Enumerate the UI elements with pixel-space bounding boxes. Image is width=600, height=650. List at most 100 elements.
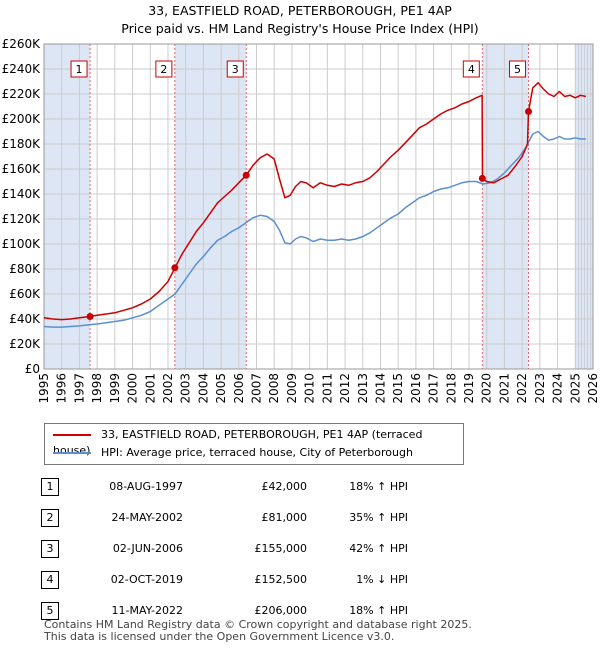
x-tick-label: 2019	[462, 373, 476, 404]
sale-point	[242, 171, 250, 179]
legend: 33, EASTFIELD ROAD, PETERBOROUGH, PE1 4A…	[44, 423, 464, 465]
shaded-band	[175, 44, 246, 369]
sale-hpi-delta: 18% ↑ HPI	[349, 604, 408, 617]
x-tick-label: 2014	[373, 373, 387, 404]
x-tick-label: 2015	[391, 373, 405, 404]
x-tick-label: 2013	[356, 373, 370, 404]
plot-frame	[43, 43, 594, 370]
chart-subtitle: Price paid vs. HM Land Registry's House …	[121, 21, 479, 36]
y-tick-label: £100K	[2, 237, 42, 251]
price-paid-line	[43, 82, 587, 321]
y-tick-label: £260K	[2, 37, 42, 51]
sale-date: 02-OCT-2019	[110, 573, 183, 586]
sale-number-box	[226, 60, 244, 78]
x-tick-label: 2008	[267, 373, 281, 404]
x-tick-label: 1997	[72, 373, 86, 404]
sale-number-label: 2	[160, 63, 167, 76]
x-tick-label: 2012	[338, 373, 352, 404]
x-tick-label: 2017	[427, 373, 441, 404]
sale-hpi-delta: 35% ↑ HPI	[349, 511, 408, 524]
sale-badge: 5	[41, 601, 59, 620]
footer-copyright: Contains HM Land Registry data © Crown c…	[44, 618, 472, 631]
sale-point	[478, 174, 486, 182]
x-tick-label: 1996	[55, 373, 69, 404]
chart-title: 33, EASTFIELD ROAD, PETERBOROUGH, PE1 4A…	[148, 3, 452, 18]
y-tick-label: £240K	[2, 62, 42, 76]
sale-number-label: 5	[514, 63, 521, 76]
x-tick-label: 2002	[161, 373, 175, 404]
sale-hpi-delta: 42% ↑ HPI	[349, 542, 408, 555]
x-tick-label: 2025	[568, 373, 582, 404]
x-tick-label: 2001	[143, 373, 157, 404]
sale-badge: 2	[41, 508, 59, 527]
footer: Contains HM Land Registry data © Crown c…	[44, 619, 472, 643]
legend-item-price: 33, EASTFIELD ROAD, PETERBOROUGH, PE1 4A…	[53, 427, 463, 457]
y-tick-label: £200K	[2, 112, 42, 126]
table-row: 2 24-MAY-2002 £81,000 35% ↑ HPI	[41, 502, 408, 533]
sale-price: £155,000	[254, 542, 308, 555]
footer-licence: This data is licensed under the Open Gov…	[44, 630, 395, 643]
x-tick-label: 2007	[250, 373, 264, 404]
sale-date: 11-MAY-2022	[111, 604, 183, 617]
sale-number-label: 4	[468, 63, 475, 76]
table-row: 4 02-OCT-2019 £152,500 1% ↓ HPI	[41, 564, 408, 595]
shaded-band	[44, 44, 91, 369]
y-tick-label: £40K	[9, 312, 41, 326]
y-tick-label: £0	[25, 362, 40, 376]
sale-number-box	[155, 60, 173, 78]
x-tick-label: 1999	[108, 373, 122, 404]
shaded-band	[482, 44, 529, 369]
y-tick-label: £20K	[9, 337, 41, 351]
legend-swatch-hpi	[53, 452, 91, 454]
hpi-line	[43, 130, 586, 328]
sale-hpi-delta: 18% ↑ HPI	[349, 480, 408, 493]
y-tick-label: £80K	[9, 262, 41, 276]
price-chart: £0 £20K £40K £60K £80K £100K £120K £140K £160K £1…	[2, 37, 600, 404]
sales-table: 1 08-AUG-1997 £42,000 18% ↑ HPI 2 24-MAY…	[41, 471, 408, 626]
sale-date: 02-JUN-2006	[112, 542, 183, 555]
x-tick-label: 2021	[497, 373, 511, 404]
sale-point	[86, 313, 94, 320]
sale-badge: 1	[41, 477, 59, 496]
legend-item-hpi: HPI: Average price, terraced house, City…	[53, 445, 413, 461]
legend-swatch-price	[53, 434, 91, 436]
sale-date: 08-AUG-1997	[109, 480, 183, 493]
x-tick-label: 2024	[551, 373, 565, 404]
table-row: 1 08-AUG-1997 £42,000 18% ↑ HPI	[41, 471, 408, 502]
sale-number-label: 1	[76, 63, 83, 76]
x-tick-label: 2016	[409, 373, 423, 404]
x-tick-label: 2018	[444, 373, 458, 404]
sale-point	[525, 108, 533, 115]
sale-badge: 4	[41, 570, 59, 589]
table-row: 3 02-JUN-2006 £155,000 42% ↑ HPI	[41, 533, 408, 564]
x-tick-label: 2026	[586, 373, 600, 404]
y-tick-label: £60K	[9, 287, 41, 301]
legend-label-hpi: HPI: Average price, terraced house, City…	[101, 446, 413, 459]
sale-hpi-delta: 1% ↓ HPI	[356, 573, 408, 586]
x-tick-label: 2003	[179, 373, 193, 404]
x-tick-label: 2022	[515, 373, 529, 404]
sale-price: £81,000	[261, 511, 308, 524]
y-tick-label: £160K	[2, 162, 42, 176]
y-tick-label: £120K	[2, 212, 42, 226]
sale-price: £42,000	[261, 480, 308, 493]
x-tick-label: 1998	[90, 373, 104, 404]
y-tick-label: £140K	[2, 187, 42, 201]
y-tick-label: £220K	[2, 87, 42, 101]
sale-price: £152,500	[254, 573, 308, 586]
x-tick-label: 2023	[533, 373, 547, 404]
x-tick-label: 2020	[480, 373, 494, 404]
sale-date: 24-MAY-2002	[111, 511, 183, 524]
x-tick-label: 2010	[303, 373, 317, 404]
sale-number-label: 3	[232, 63, 239, 76]
x-tick-label: 1995	[37, 373, 51, 404]
x-tick-label: 2004	[196, 373, 210, 404]
x-tick-label: 2009	[285, 373, 299, 404]
sale-price: £206,000	[254, 604, 308, 617]
x-tick-label: 2011	[320, 373, 334, 404]
x-tick-label: 2005	[214, 373, 228, 404]
sale-point	[171, 264, 179, 272]
sale-number-box	[509, 60, 527, 78]
x-tick-label: 2006	[232, 373, 246, 404]
y-tick-label: £180K	[2, 137, 42, 151]
